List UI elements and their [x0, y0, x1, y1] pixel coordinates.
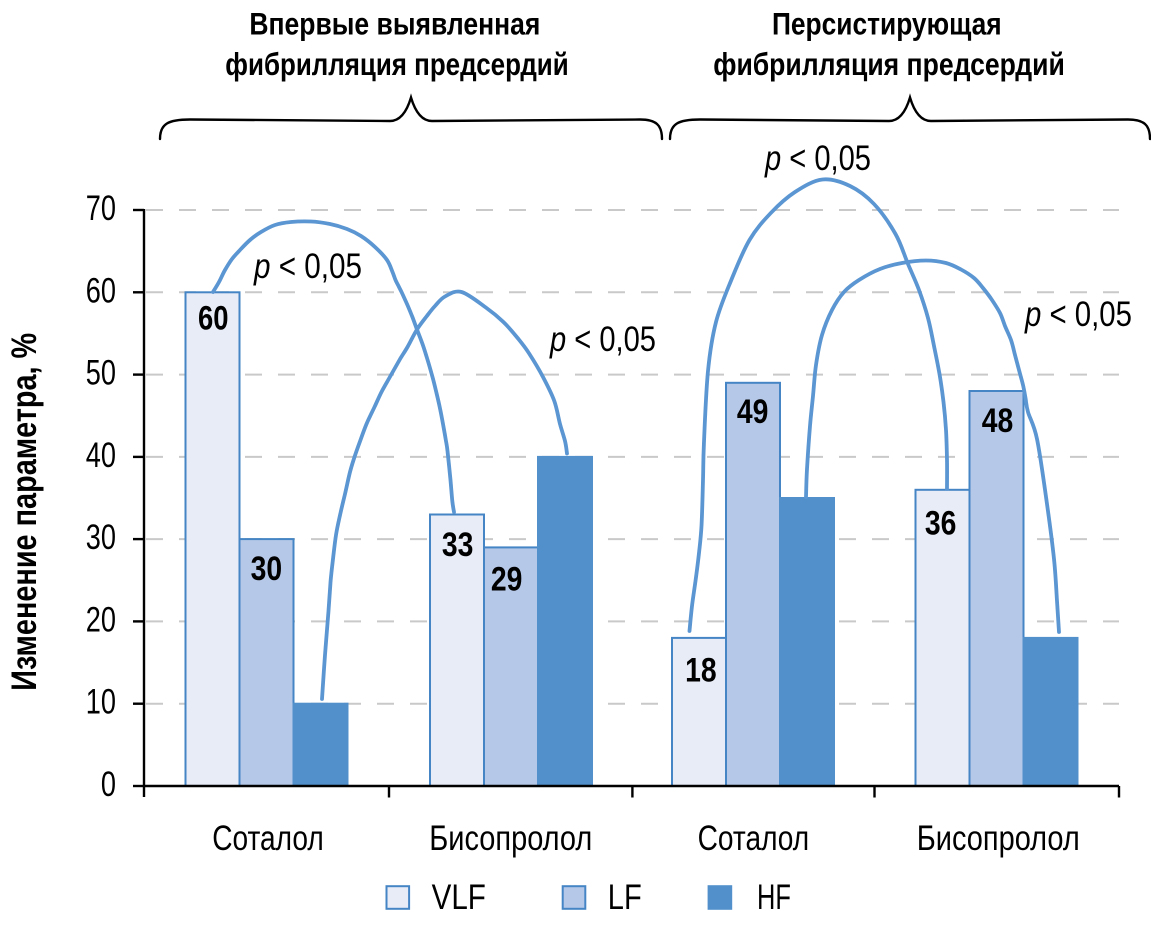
svg-text:29: 29 — [491, 561, 523, 599]
svg-text:0: 0 — [101, 765, 116, 804]
svg-text:36: 36 — [925, 505, 957, 543]
svg-text:18: 18 — [685, 651, 717, 689]
svg-text:p < 0,05: p < 0,05 — [253, 247, 362, 286]
svg-text:20: 20 — [86, 600, 116, 639]
svg-text:49: 49 — [737, 393, 769, 431]
svg-text:30: 30 — [251, 550, 283, 588]
svg-text:p < 0,05: p < 0,05 — [764, 139, 871, 178]
svg-text:30: 30 — [86, 518, 116, 557]
svg-text:60: 60 — [86, 271, 116, 310]
svg-text:Бисопролол: Бисопролол — [917, 819, 1080, 858]
svg-text:48: 48 — [982, 402, 1014, 440]
svg-text:50: 50 — [86, 354, 116, 393]
svg-text:Персистирующая: Персистирующая — [772, 7, 1002, 42]
svg-text:p < 0,05: p < 0,05 — [1024, 295, 1132, 334]
svg-text:фибрилляция предсердий: фибрилляция предсердий — [713, 47, 1065, 82]
svg-text:p < 0,05: p < 0,05 — [549, 320, 656, 359]
svg-text:HF: HF — [757, 878, 791, 917]
svg-text:VLF: VLF — [432, 878, 486, 917]
svg-text:Соталол: Соталол — [698, 819, 810, 858]
svg-text:фибрилляция предсердий: фибрилляция предсердий — [225, 47, 568, 82]
svg-text:70: 70 — [86, 189, 116, 228]
svg-text:10: 10 — [86, 683, 116, 722]
svg-text:40: 40 — [86, 436, 116, 475]
svg-text:Бисопролол: Бисопролол — [429, 819, 592, 858]
svg-text:Впервые выявленная: Впервые выявленная — [249, 7, 540, 42]
svg-text:60: 60 — [198, 299, 229, 337]
svg-text:Соталол: Соталол — [212, 819, 324, 858]
svg-text:LF: LF — [608, 878, 642, 917]
svg-text:Изменение параметра, %: Изменение параметра, % — [4, 333, 44, 691]
svg-text:33: 33 — [442, 526, 474, 564]
